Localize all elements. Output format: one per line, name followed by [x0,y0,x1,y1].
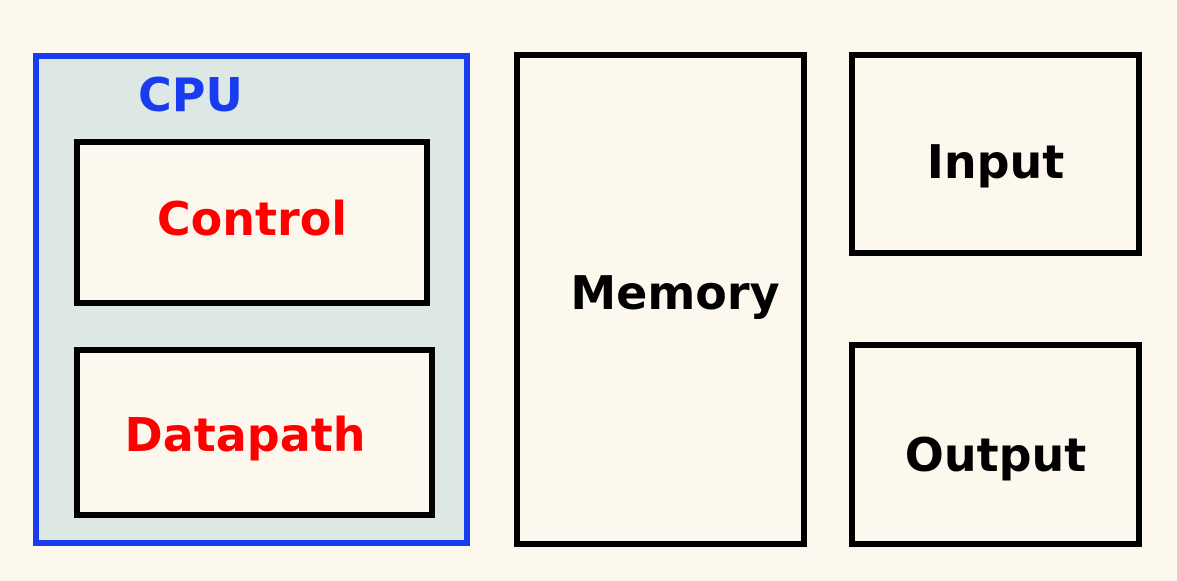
input-box [849,52,1142,256]
datapath-label: Datapath [124,408,366,462]
memory-label: Memory [570,266,780,320]
datapath-box [74,347,435,518]
output-label: Output [904,428,1087,482]
input-label: Input [926,135,1065,189]
control-label: Control [156,192,348,246]
memory-box [514,52,807,547]
control-box [74,139,430,306]
cpu-label: CPU [138,68,243,122]
output-box [849,342,1142,547]
